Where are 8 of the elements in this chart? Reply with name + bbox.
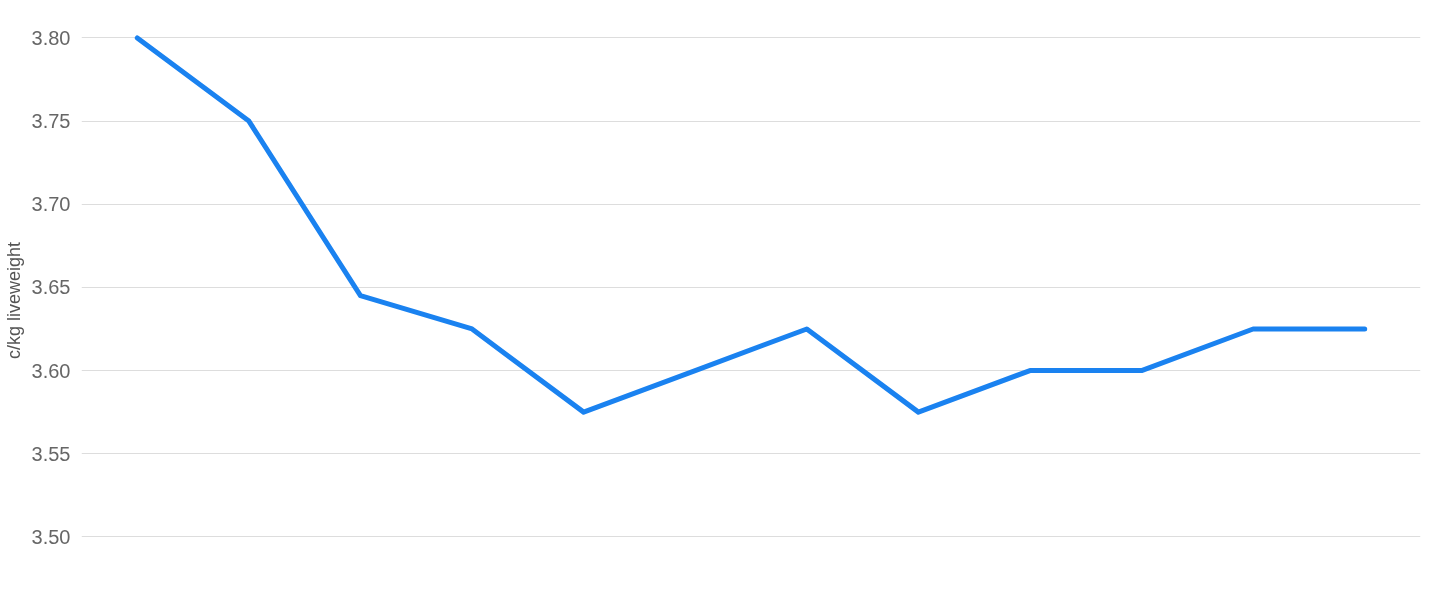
y-axis-title: c/kg liveweight [3,241,24,360]
y-tick-label: 3.80 [31,26,71,49]
y-tick-label: 3.65 [31,276,71,299]
y-tick-label: 3.50 [31,525,71,548]
y-tick-label: 3.55 [31,442,71,465]
y-tick-label: 3.70 [31,193,71,216]
y-tick-label: 3.75 [31,110,71,133]
y-tick-label: 3.60 [31,359,71,382]
